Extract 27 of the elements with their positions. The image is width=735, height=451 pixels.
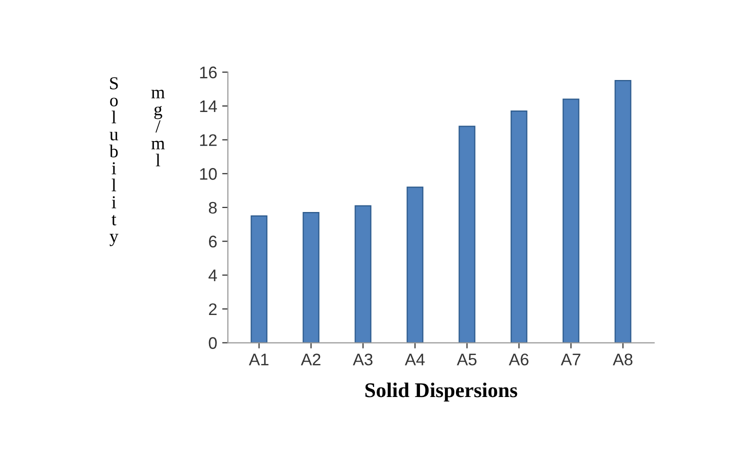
x-tick-label: A6 [508,354,528,366]
bar [250,215,268,343]
bar [614,80,632,343]
bar [406,186,424,343]
bar [510,110,528,343]
y-tick-label: 6 [209,236,217,248]
bar [458,126,476,343]
y-tick-label: 4 [208,270,217,282]
x-tick-label: A2 [300,354,320,366]
y-tick-label: 0 [208,337,217,349]
y-tick-label: 14 [200,100,217,112]
x-tick-label: A7 [560,354,580,366]
x-tick-label: A1 [248,354,268,366]
bar [562,98,580,343]
x-tick-label: A4 [404,354,425,366]
y-tick-label: 16 [200,66,217,78]
y-tick-label: 2 [209,303,217,315]
bar [354,205,372,343]
text: Solubility mg/ml [109,77,165,246]
x-axis-title: Solid Dispersions [365,382,518,402]
y-tick-label: 10 [200,168,217,180]
y-tick-label: 8 [208,202,217,214]
x-tick-label: A3 [352,354,372,366]
bar [302,212,320,343]
x-tick-label: A5 [456,354,476,366]
y-tick-label: 12 [200,134,217,146]
x-tick-label: A8 [612,354,632,366]
